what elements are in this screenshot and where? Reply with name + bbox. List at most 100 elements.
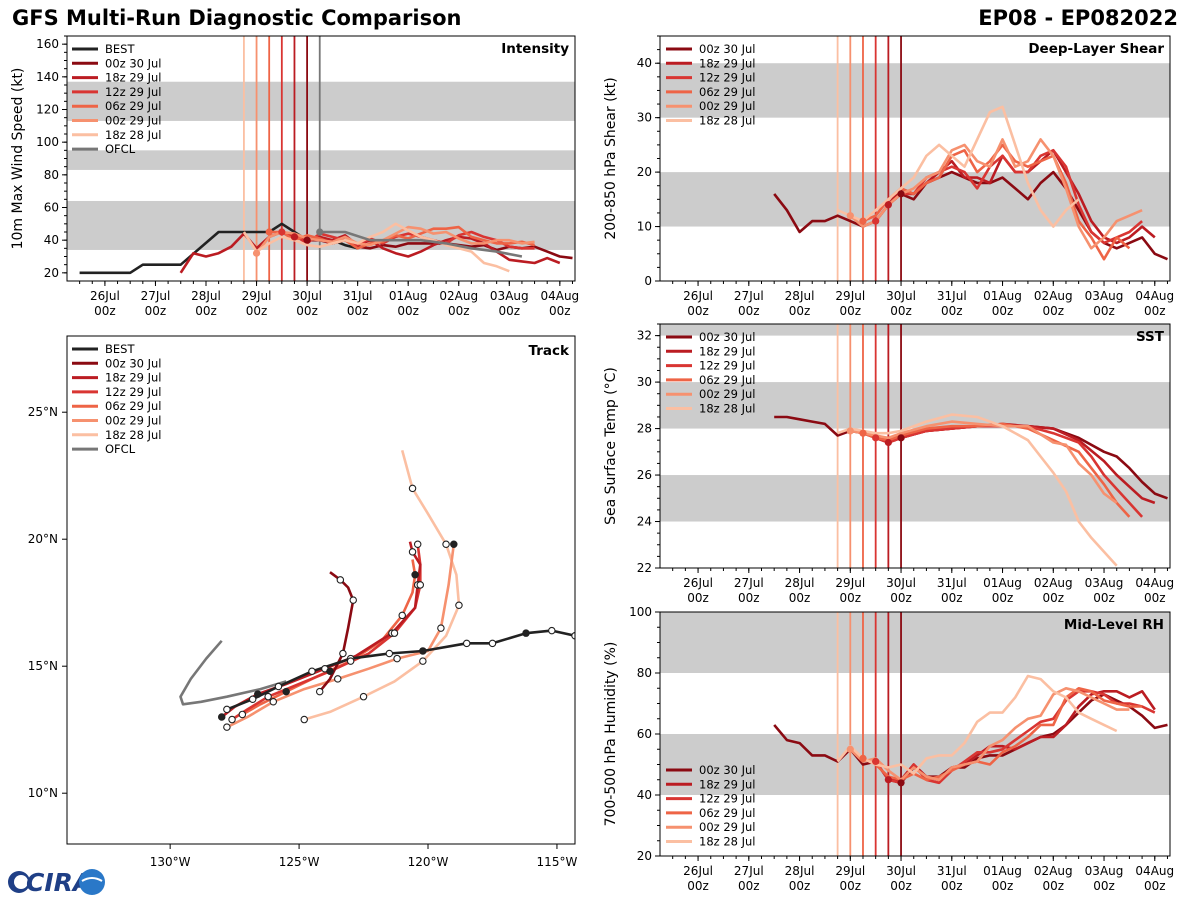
intensity-xtick-label-hour: 00z [448,304,470,318]
track-line [226,629,575,711]
intensity-series-line [242,222,510,273]
sst-ytick-label: 32 [637,329,652,343]
intensity-panel: 2040608010012014016026Jul00z27Jul00z28Ju… [10,35,579,318]
track-plot-area [179,449,575,731]
sst-plot-area [660,324,1170,568]
rh-xtick-label-hour: 00z [1144,879,1166,893]
sst-init-marker [884,438,892,447]
storm-id-title: EP08 - EP082022 [978,6,1178,30]
rh-series-line [862,686,1143,782]
rh-xtick-label-hour: 00z [992,879,1014,893]
intensity-xtick-label-date: 26Jul [90,289,120,303]
track-xtick-label: 120°W [408,855,449,869]
cira-globe-icon [79,869,105,895]
shear-init-marker [846,212,854,220]
intensity-ytick-label: 140 [36,70,59,84]
sst-ytick-label: 22 [637,561,652,575]
rh-xtick-label-date: 30Jul [886,864,916,878]
track-position-marker [336,576,345,584]
sst-xtick-label-hour: 00z [1093,591,1115,605]
shear-legend-label: 12z 29 Jul [699,71,756,85]
sst-legend-label: 00z 30 Jul [699,330,756,344]
track-position-marker [419,657,427,665]
sst-series-line [862,422,1131,518]
intensity-ytick-label: 60 [44,201,59,215]
intensity-shade-band [67,81,575,121]
shear-xtick-label-hour: 00z [1144,304,1166,318]
rh-xtick-label-hour: 00z [840,879,862,893]
track-ytick-label: 10°N [28,786,58,800]
intensity-shade-band [67,150,575,170]
rh-xtick-label-date: 26Jul [683,864,713,878]
rh-xtick-label-hour: 00z [890,879,912,893]
intensity-xtick-label-hour: 00z [498,304,520,318]
intensity-init-marker [316,228,324,236]
shear-xtick-label-hour: 00z [1093,304,1115,318]
shear-xtick-label-date: 02Aug [1034,289,1073,303]
track-position-marker [393,654,401,663]
rh-xtick-label-hour: 00z [687,879,709,893]
rh-xtick-label-date: 01Aug [983,864,1022,878]
track-legend-label: 06z 29 Jul [105,399,162,413]
sst-xtick-label-hour: 00z [992,591,1014,605]
intensity-ylabel: 10m Max Wind Speed (kt) [10,68,26,250]
sst-xtick-label-date: 30Jul [886,576,916,590]
shear-init-marker [884,201,892,209]
sst-series-line [850,420,1118,504]
sst-init-marker [897,434,905,442]
rh-xtick-label-date: 04Aug [1135,864,1174,878]
intensity-xtick-label-date: 28Jul [191,289,221,303]
rh-ytick-label: 20 [637,849,652,863]
intensity-series-line [281,230,535,250]
intensity-ytick-label: 40 [44,233,59,247]
track-position-marker [223,705,231,714]
track-legend-label: 18z 28 Jul [105,428,162,442]
track-frame [66,335,576,845]
intensity-init-marker [278,228,286,236]
shear-xtick-label-hour: 00z [840,304,862,318]
track-position-marker [228,715,236,724]
shear-series-line [837,105,1080,228]
sst-legend-label: 18z 28 Jul [699,402,756,416]
intensity-init-marker [303,236,311,244]
track-ytick-label: 25°N [28,405,58,419]
track-position-marker [419,647,427,655]
track-panel: 130°W 125°W 120°W 115°W 10°N 15°N 20°N 25°N Trac… [28,335,577,869]
rh-panel: 2040608010026Jul00z27Jul00z28Jul00z29Jul… [603,605,1174,893]
sst-shade-band [660,324,1170,336]
shear-ytick-label: 20 [637,165,652,179]
track-legend-label: 00z 29 Jul [105,414,162,428]
intensity-legend-label: OFCL [105,142,136,156]
sst-xtick-label-hour: 00z [890,591,912,605]
rh-xtick-label-hour: 00z [1093,879,1115,893]
intensity-xtick-label-date: 04Aug [540,289,579,303]
track-line [226,544,456,729]
rh-xtick-label-date: 02Aug [1034,864,1073,878]
intensity-xtick-label-hour: 00z [195,304,217,318]
intensity-legend-label: 00z 30 Jul [105,56,162,70]
intensity-legend-label: BEST [105,42,135,56]
rh-xtick-label-hour: 00z [941,879,963,893]
intensity-xtick-label-hour: 00z [145,304,167,318]
shear-xtick-label-hour: 00z [687,304,709,318]
shear-ytick-label: 30 [637,111,652,125]
track-xtick-label: 125°W [279,855,320,869]
intensity-xtick-label-hour: 00z [296,304,318,318]
rh-legend-label: 12z 29 Jul [699,792,756,806]
track-position-marker [308,667,316,676]
rh-series-line [849,686,1130,782]
track-position-marker [411,571,419,579]
shear-xtick-label-date: 30Jul [886,289,916,303]
intensity-xtick-label-date: 02Aug [439,289,478,303]
intensity-legend-label: 18z 28 Jul [105,128,162,142]
track-ytick-label: 20°N [28,532,58,546]
track-position-marker [282,687,290,696]
shear-panel: 01020304026Jul00z27Jul00z28Jul00z29Jul00… [603,35,1174,318]
intensity-xtick-label-date: 03Aug [490,289,529,303]
shear-xtick-label-hour: 00z [738,304,760,318]
sst-frame [659,323,1171,569]
sst-legend-label: 00z 29 Jul [699,387,756,401]
rh-panel-title: Mid-Level RH [1064,617,1164,633]
shear-ytick-label: 10 [637,220,652,234]
rh-xtick-label-date: 03Aug [1085,864,1124,878]
